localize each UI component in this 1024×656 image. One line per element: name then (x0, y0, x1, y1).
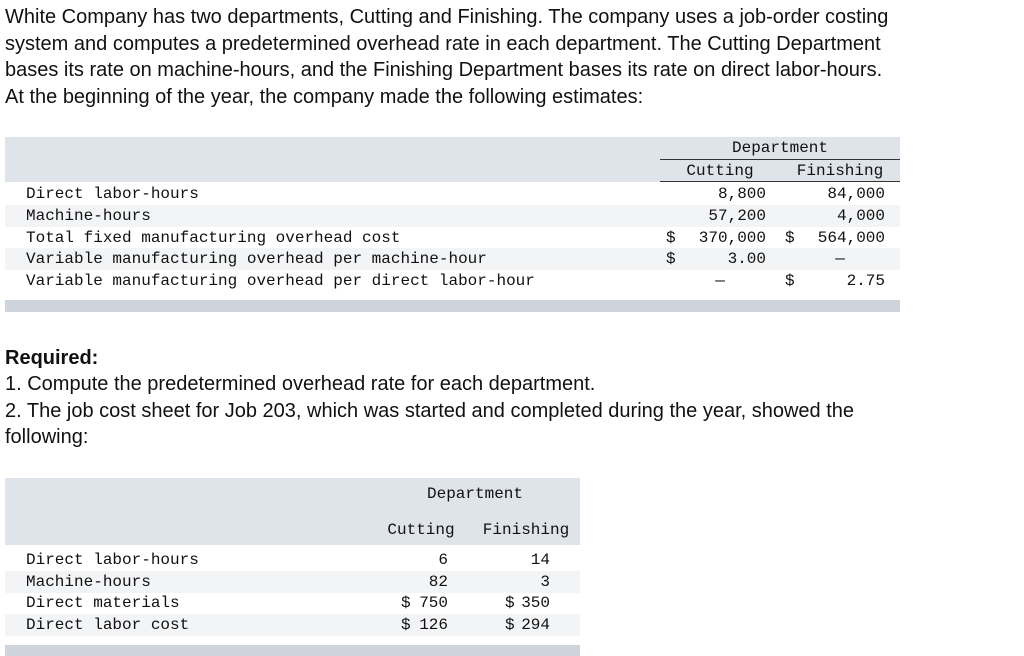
required-item: 2. The job cost sheet for Job 203, which… (5, 399, 855, 422)
row-label: Machine-hours (26, 206, 151, 225)
required-item: 1. Compute the predetermined overhead ra… (5, 373, 596, 395)
row-stripe (5, 570, 580, 593)
cell: 370,000 (698, 228, 766, 247)
row-label: Total fixed manufacturing overhead cost (26, 228, 401, 247)
row-label: Direct materials (26, 594, 180, 613)
row-label: Variable manufacturing overhead per dire… (26, 272, 535, 291)
row-label: Machine-hours (26, 572, 151, 591)
table-footer-band (5, 645, 580, 656)
cell: 84,000 (827, 185, 885, 203)
cell: 126 (419, 616, 448, 635)
cell: 14 (530, 551, 550, 569)
currency: $ (785, 228, 795, 247)
row-stripe (5, 204, 900, 227)
cell: 294 (521, 616, 550, 635)
table-footer-band (5, 300, 900, 312)
required-heading: Required: (5, 347, 99, 369)
currency: $ (401, 616, 411, 635)
row-label: Direct labor cost (26, 616, 190, 635)
rule (660, 181, 900, 182)
cell: 350 (521, 594, 550, 613)
currency: $ (505, 594, 515, 613)
cell: — (835, 250, 845, 269)
cell: 2.75 (846, 272, 885, 291)
cell: 4,000 (836, 206, 885, 225)
required-item: following: (5, 426, 89, 448)
cell: 57,200 (708, 206, 766, 225)
cell: 750 (419, 594, 448, 613)
intro-line: At the beginning of the year, the compan… (5, 85, 644, 108)
cell: 82 (428, 572, 448, 591)
cell: 564,000 (817, 228, 885, 247)
intro-line: system and computes a predetermined over… (5, 32, 881, 55)
column-header: Finishing (796, 162, 884, 180)
column-header: Cutting (686, 162, 754, 180)
row-label: Variable manufacturing overhead per mach… (26, 250, 487, 269)
cell: 3 (540, 572, 550, 591)
group-header: Department (426, 485, 523, 503)
row-label: Direct labor-hours (26, 551, 199, 569)
cell: 6 (438, 551, 448, 569)
row-label: Direct labor-hours (26, 185, 199, 203)
rule (660, 159, 900, 160)
cell: — (715, 272, 725, 291)
group-header: Department (731, 139, 828, 157)
currency: $ (785, 272, 795, 291)
row-stripe (5, 614, 580, 637)
column-header: Finishing (482, 521, 570, 539)
cell: 3.00 (727, 250, 766, 269)
column-header: Cutting (387, 521, 455, 539)
row-stripe (5, 248, 900, 271)
table-header-band (5, 478, 580, 545)
currency: $ (666, 228, 676, 247)
intro-line: White Company has two departments, Cutti… (5, 6, 889, 28)
intro-line: bases its rate on machine-hours, and the… (5, 59, 883, 81)
currency: $ (505, 616, 515, 635)
currency: $ (666, 250, 676, 269)
cell: 8,800 (717, 185, 766, 203)
currency: $ (401, 594, 411, 613)
